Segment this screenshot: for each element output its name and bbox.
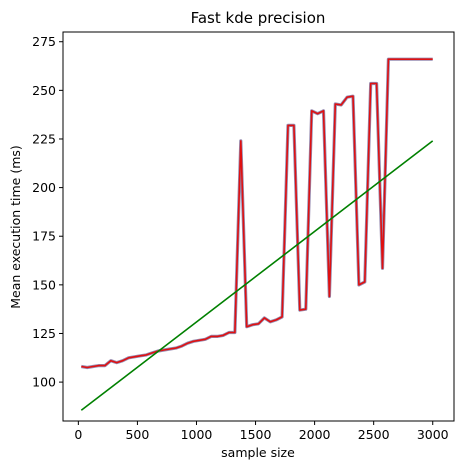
x-tick-label: 2500 [358, 427, 390, 442]
chart-title: Fast kde precision [191, 9, 326, 27]
x-tick-label: 1000 [181, 427, 213, 442]
y-tick-label: 100 [32, 375, 56, 390]
series-0-line [81, 58, 433, 369]
x-tick-label: 0 [74, 427, 82, 442]
y-axis-ticks: 100 125 150 175 200 225 250 275 [32, 34, 63, 390]
x-axis-title: sample size [221, 445, 295, 460]
y-tick-label: 225 [32, 131, 56, 146]
x-tick-label: 3000 [417, 427, 449, 442]
y-tick-label: 200 [32, 180, 56, 195]
x-tick-label: 500 [125, 427, 149, 442]
x-tick-label: 2000 [299, 427, 331, 442]
y-tick-label: 125 [32, 326, 56, 341]
y-axis-title: Mean execution time (ms) [8, 145, 23, 309]
y-tick-label: 250 [32, 83, 56, 98]
plot-area [80, 57, 434, 411]
series-1-line [80, 140, 434, 411]
y-tick-label: 275 [32, 34, 56, 49]
y-tick-label: 175 [32, 229, 56, 244]
y-tick-label: 150 [32, 277, 56, 292]
x-tick-label: 1500 [240, 427, 272, 442]
plot-frame [62, 31, 455, 422]
x-axis-ticks: 0 500 1000 1500 2000 2500 3000 [74, 421, 449, 442]
